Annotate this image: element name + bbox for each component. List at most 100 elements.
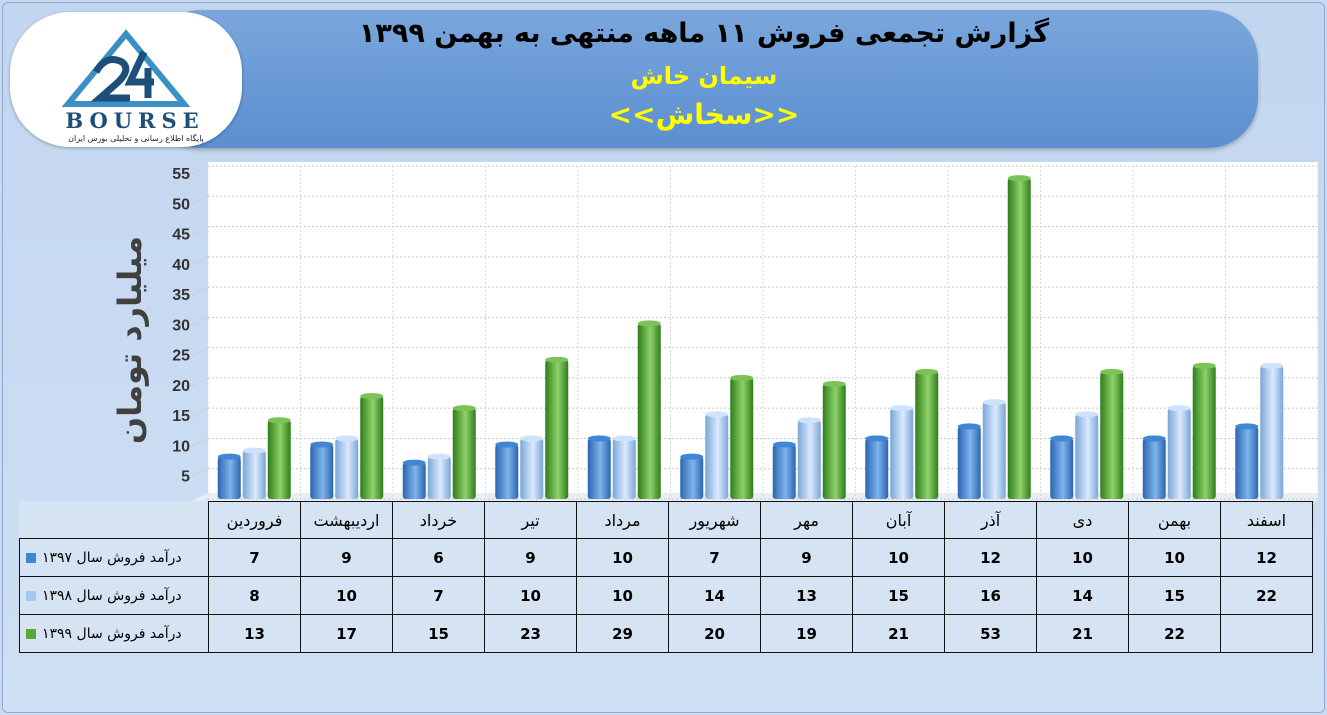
bar-top-1-3 bbox=[520, 435, 544, 442]
data-label: 7 bbox=[392, 576, 485, 615]
bar-top-0-7 bbox=[865, 435, 889, 442]
y-tick-label: 35 bbox=[172, 287, 190, 304]
bar-top-2-0 bbox=[267, 417, 291, 424]
data-label: 23 bbox=[484, 614, 577, 653]
bar-1-3 bbox=[520, 438, 544, 499]
category-label: اردیبهشت bbox=[300, 501, 393, 539]
bar-top-2-4 bbox=[637, 320, 661, 327]
bar-1-10 bbox=[1167, 408, 1191, 499]
data-label: 22 bbox=[1128, 614, 1221, 653]
data-label: 15 bbox=[392, 614, 485, 653]
bar-2-1 bbox=[360, 396, 384, 499]
bar-2-7 bbox=[915, 371, 939, 499]
data-label: 10 bbox=[1128, 538, 1221, 577]
category-label: تیر bbox=[484, 501, 577, 539]
bar-top-0-0 bbox=[217, 453, 241, 460]
data-label: 21 bbox=[1036, 614, 1129, 653]
bar-top-1-0 bbox=[242, 447, 266, 454]
gridline-side bbox=[191, 438, 209, 447]
data-label: 6 bbox=[392, 538, 485, 577]
bar-1-6 bbox=[797, 420, 821, 499]
bar-top-2-7 bbox=[915, 368, 939, 375]
bar-top-2-3 bbox=[545, 356, 569, 363]
category-label: مرداد bbox=[576, 501, 669, 539]
gridline-side bbox=[191, 256, 209, 266]
bar-top-1-10 bbox=[1167, 405, 1191, 412]
bar-0-0 bbox=[217, 456, 241, 499]
bar-2-9 bbox=[1100, 371, 1124, 499]
data-label: 7 bbox=[208, 538, 301, 577]
company-name: سیمان خاش bbox=[630, 62, 778, 90]
category-label: اسفند bbox=[1220, 501, 1313, 539]
bar-top-2-6 bbox=[822, 380, 846, 387]
y-tick-label: 10 bbox=[172, 438, 190, 455]
y-tick-label: 55 bbox=[172, 166, 190, 183]
chart-title: گزارش تجمعی فروش ۱۱ ماهه منتهی به بهمن ۱… bbox=[358, 18, 1050, 49]
legend-label: درآمد فروش سال ۱۳۹۸ bbox=[19, 576, 209, 615]
data-label: 15 bbox=[1128, 576, 1221, 615]
gridline-side bbox=[191, 377, 209, 387]
bar-1-8 bbox=[982, 402, 1006, 499]
legend-key-icon bbox=[26, 628, 36, 639]
bar-0-7 bbox=[865, 438, 889, 499]
y-tick-label: 40 bbox=[172, 257, 190, 274]
gridline-side bbox=[191, 316, 209, 326]
bar-1-9 bbox=[1075, 414, 1099, 499]
bar-1-5 bbox=[705, 414, 729, 499]
data-label: 20 bbox=[668, 614, 761, 653]
bar-top-1-9 bbox=[1075, 411, 1099, 418]
bar-2-2 bbox=[452, 408, 476, 499]
bar-1-11 bbox=[1260, 365, 1284, 499]
category-label: آبان bbox=[852, 501, 945, 539]
data-label: 10 bbox=[300, 576, 393, 615]
bar-0-1 bbox=[310, 444, 334, 499]
gridline-side bbox=[191, 195, 209, 205]
bar-1-4 bbox=[612, 438, 636, 499]
legend-label: درآمد فروش سال ۱۳۹۹ bbox=[19, 614, 209, 653]
bar-top-0-4 bbox=[587, 435, 611, 442]
data-label: 16 bbox=[944, 576, 1037, 615]
bar-top-1-11 bbox=[1260, 362, 1284, 369]
category-label: مهر bbox=[760, 501, 853, 539]
bar-0-11 bbox=[1235, 426, 1259, 499]
data-label: 12 bbox=[944, 538, 1037, 577]
bar-2-5 bbox=[730, 377, 754, 499]
bar-1-1 bbox=[335, 438, 359, 499]
logo-text: BOURSE bbox=[65, 108, 205, 133]
bar-top-2-9 bbox=[1100, 368, 1124, 375]
category-label: بهمن bbox=[1128, 501, 1221, 539]
bar-0-9 bbox=[1050, 438, 1074, 499]
bar-2-0 bbox=[267, 420, 291, 499]
bar-2-6 bbox=[822, 383, 846, 499]
data-label: 14 bbox=[668, 576, 761, 615]
gridline-side bbox=[191, 407, 209, 417]
bar-0-3 bbox=[495, 444, 519, 499]
ticker-symbol: <<سخاش>> bbox=[608, 98, 800, 131]
bar-top-1-4 bbox=[612, 435, 636, 442]
data-label: 13 bbox=[760, 576, 853, 615]
data-label: 10 bbox=[852, 538, 945, 577]
bar-0-4 bbox=[587, 438, 611, 499]
gridline-side bbox=[191, 226, 209, 235]
title-banner bbox=[150, 10, 1258, 148]
data-label: 10 bbox=[1036, 538, 1129, 577]
y-tick-label: 30 bbox=[172, 317, 190, 334]
logo-subtitle: پایگاه اطلاع رسانی و تحلیلی بورس ایران bbox=[68, 134, 204, 143]
data-label: 9 bbox=[300, 538, 393, 577]
table-row: درآمد فروش سال ۱۳۹۹ 13 17 15 23 29 20 19 21 53 21 2… bbox=[19, 614, 1313, 653]
bar-top-2-2 bbox=[452, 405, 476, 412]
bar-top-1-2 bbox=[427, 453, 451, 460]
bar-top-1-5 bbox=[705, 411, 729, 418]
bar-top-0-11 bbox=[1235, 423, 1259, 430]
category-label: دی bbox=[1036, 501, 1129, 539]
bar-top-0-6 bbox=[772, 441, 796, 448]
table-row: درآمد فروش سال ۱۳۹۸ 8 10 7 10 10 14 13 15 16 14 15 2… bbox=[19, 576, 1313, 615]
gridline-side bbox=[191, 286, 209, 296]
y-tick-label: 20 bbox=[172, 378, 190, 395]
data-label: 10 bbox=[576, 576, 669, 615]
legend-text: درآمد فروش سال ۱۳۹۹ bbox=[42, 625, 182, 642]
data-label: 29 bbox=[576, 614, 669, 653]
category-label: شهریور bbox=[668, 501, 761, 539]
data-label bbox=[1220, 614, 1313, 653]
